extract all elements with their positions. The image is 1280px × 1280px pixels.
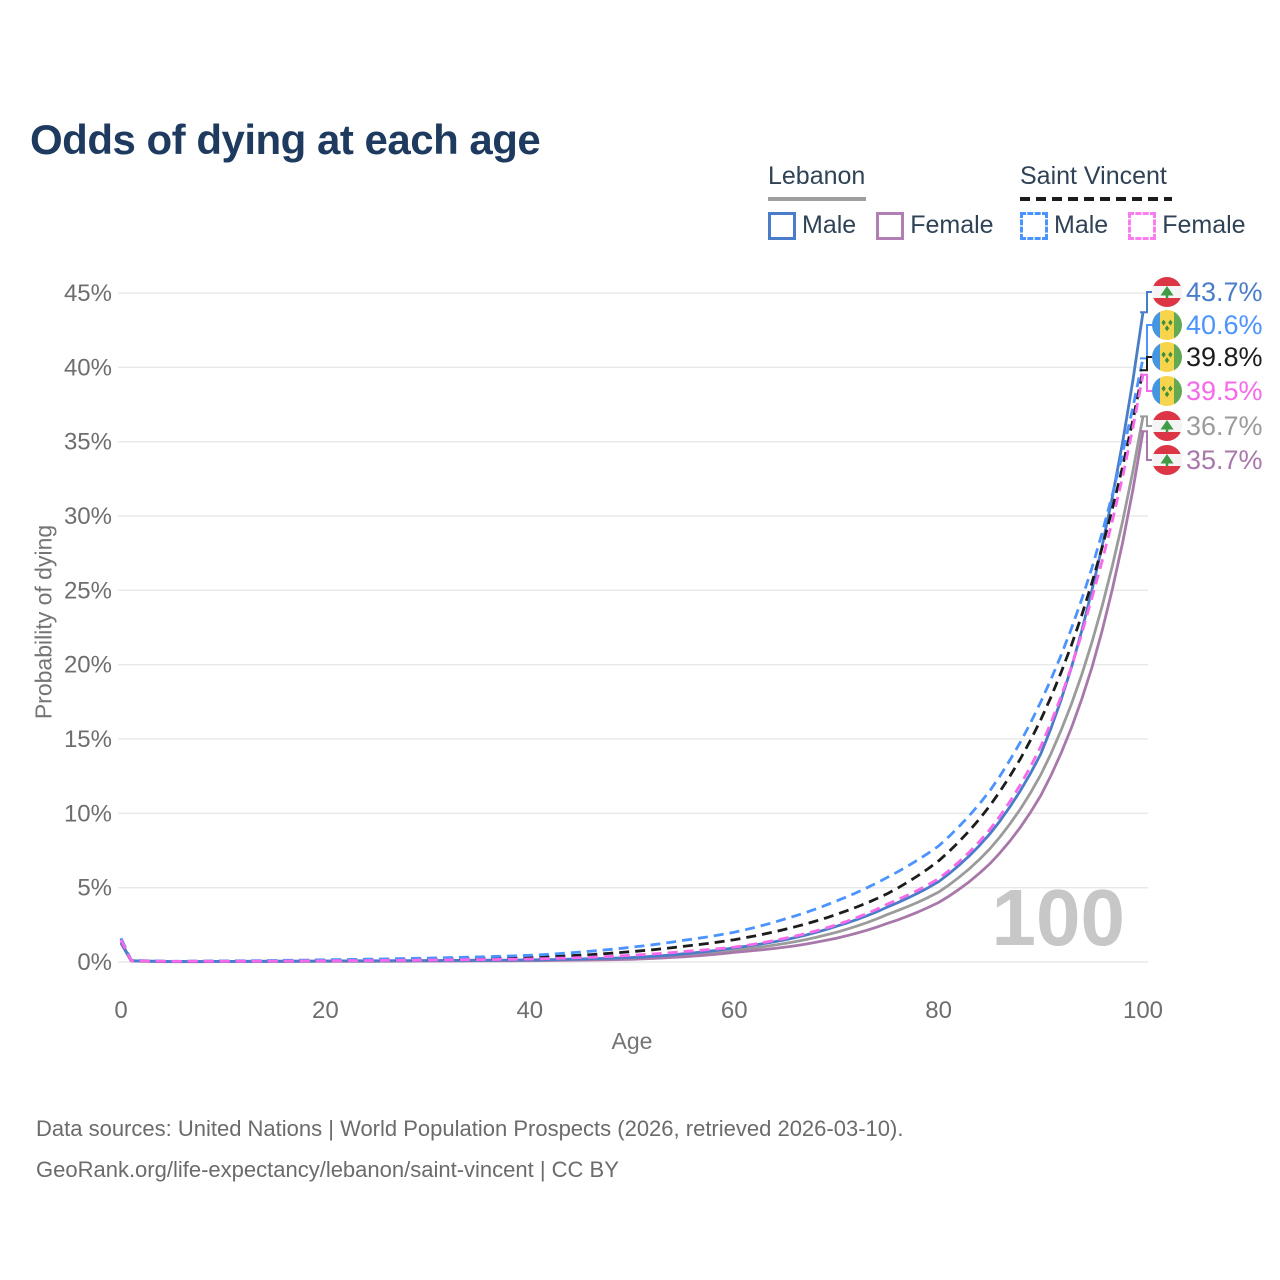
legend-country-saint-vincent[interactable]: Saint Vincent [1020, 162, 1167, 190]
flag-saint-vincent-icon [1152, 310, 1182, 340]
end-label-lebanon-male: 43.7% [1186, 277, 1263, 307]
end-connector-saint-vincent-female [1140, 373, 1152, 392]
legend-label-female: Female [910, 211, 994, 239]
end-label-lebanon-female: 35.7% [1186, 445, 1263, 475]
legend-item-lebanon-male[interactable]: Male [768, 211, 856, 240]
lebanon-male-swatch [768, 211, 796, 240]
flag-saint-vincent-icon [1152, 342, 1182, 372]
x-tick-100: 100 [1123, 997, 1163, 1024]
y-tick-40: 40% [64, 354, 112, 381]
age-counter-watermark: 100 [991, 873, 1125, 962]
saint-vincent-male-swatch [1020, 211, 1048, 240]
end-connector-saint-vincent [1140, 356, 1152, 372]
x-tick-0: 0 [114, 997, 127, 1024]
x-tick-20: 20 [312, 997, 339, 1024]
legend-item-saint-vincent-male[interactable]: Male [1020, 211, 1108, 240]
y-axis-tick-labels: 45% 40% 35% 30% 25% 20% 15% 10% 5% 0% [64, 280, 112, 976]
x-axis-tick-labels: 0 20 40 60 80 100 [114, 997, 1163, 1024]
source-line: Data sources: United Nations | World Pop… [36, 1116, 904, 1141]
legend-item-lebanon-female[interactable]: Female [876, 211, 994, 240]
curve-saint-vincent-male [119, 358, 1145, 963]
end-connector-lebanon-female [1140, 430, 1152, 461]
saint-vincent-line-style-swatch [1020, 197, 1172, 201]
y-tick-10: 10% [64, 800, 112, 827]
flag-saint-vincent-icon [1152, 376, 1182, 406]
attribution-line: GeoRank.org/life-expectancy/lebanon/sain… [36, 1157, 619, 1182]
lebanon-line-style-swatch [768, 197, 866, 201]
x-tick-60: 60 [721, 997, 748, 1024]
legend-country-lebanon[interactable]: Lebanon [768, 162, 866, 190]
mortality-curves [119, 312, 1145, 964]
legend-group-saint-vincent: Saint Vincent Male Female [1020, 162, 1246, 240]
y-tick-25: 25% [64, 577, 112, 604]
end-connector-saint-vincent-male [1140, 324, 1152, 360]
y-tick-45: 45% [64, 280, 112, 307]
curve-lebanon [119, 416, 1145, 963]
y-tick-5: 5% [77, 875, 112, 902]
y-tick-35: 35% [64, 429, 112, 456]
y-tick-20: 20% [64, 652, 112, 679]
x-tick-40: 40 [516, 997, 543, 1024]
end-label-lebanon: 36.7% [1186, 411, 1263, 441]
data-source-footer: Data sources: United Nations | World Pop… [36, 1108, 903, 1190]
x-axis-title: Age [611, 1028, 653, 1054]
end-label-saint-vincent: 39.8% [1186, 342, 1263, 372]
flag-lebanon-icon [1152, 277, 1182, 307]
series-end-labels: 43.7%40.6%39.8% 39.5% 36.7% 35.7% [1140, 277, 1263, 475]
legend-group-lebanon: Lebanon Male Female [768, 162, 994, 240]
end-label-saint-vincent-female: 39.5% [1186, 376, 1263, 406]
legend-label-male: Male [802, 211, 857, 239]
legend-label-female: Female [1162, 211, 1246, 239]
end-connector-lebanon [1140, 415, 1152, 427]
flag-lebanon-icon [1152, 411, 1182, 441]
legend-label-male: Male [1054, 211, 1109, 239]
saint-vincent-female-swatch [1128, 211, 1157, 240]
y-tick-15: 15% [64, 726, 112, 753]
curve-saint-vincent-female [119, 374, 1145, 963]
end-connector-lebanon-male [1140, 291, 1152, 314]
end-label-saint-vincent-male: 40.6% [1186, 310, 1263, 340]
gridlines [118, 292, 1148, 963]
flag-lebanon-icon [1152, 445, 1182, 475]
y-tick-30: 30% [64, 503, 112, 530]
curve-saint-vincent [119, 370, 1145, 963]
x-tick-80: 80 [925, 997, 952, 1024]
curve-lebanon-female [119, 431, 1145, 964]
legend-item-saint-vincent-female[interactable]: Female [1128, 211, 1246, 240]
page-title: Odds of dying at each age [30, 116, 541, 164]
lebanon-female-swatch [876, 211, 905, 240]
y-tick-0: 0% [77, 949, 112, 976]
